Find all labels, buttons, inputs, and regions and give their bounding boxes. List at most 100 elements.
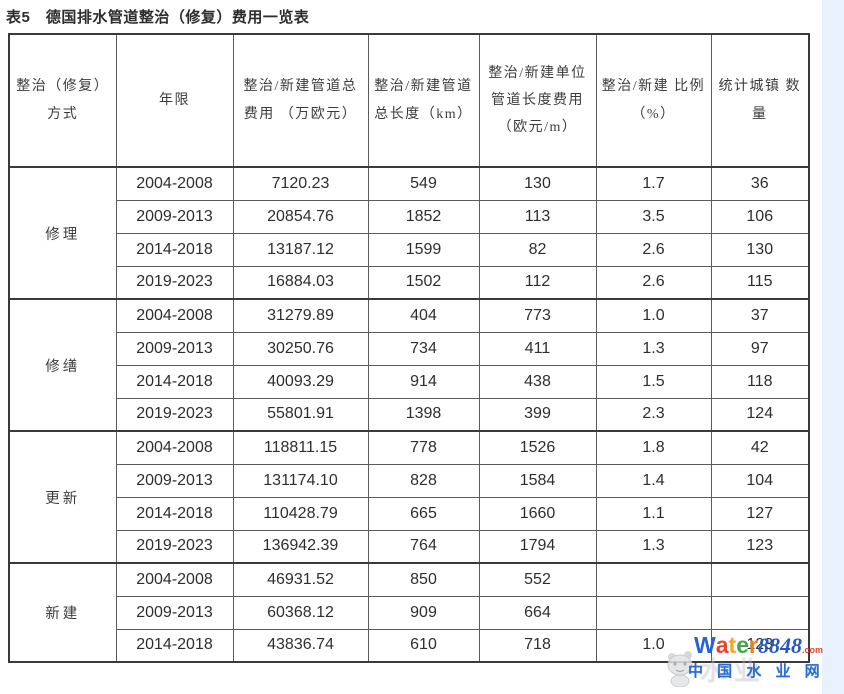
cell: 82 (478, 232, 597, 267)
cell: 764 (367, 529, 480, 564)
cell: 40093.29 (232, 364, 369, 399)
table-row: 2014-2018 13187.12 1599 82 2.6 130 (9, 232, 810, 267)
page-edge-strip (822, 0, 844, 694)
table-row: 2014-2018 43836.74 610 718 1.0 123 (9, 628, 810, 663)
cell: 411 (478, 331, 597, 366)
cell: 399 (478, 397, 597, 432)
cell: 118 (710, 364, 810, 399)
cell: 60368.12 (232, 595, 369, 630)
cell: 7120.23 (232, 166, 369, 201)
cell: 123 (710, 529, 810, 564)
cell (710, 562, 810, 597)
cell: 112 (478, 265, 597, 300)
cell: 1502 (367, 265, 480, 300)
cell: 2.6 (595, 265, 712, 300)
cell: 106 (710, 199, 810, 234)
cell: 2.6 (595, 232, 712, 267)
table-row: 2019-2023 136942.39 764 1794 1.3 123 (9, 529, 810, 564)
cell: 1599 (367, 232, 480, 267)
cell: 2004-2008 (115, 298, 234, 333)
cell: 55801.91 (232, 397, 369, 432)
cell: 773 (478, 298, 597, 333)
cell: 30250.76 (232, 331, 369, 366)
table-row: 2009-2013 131174.10 828 1584 1.4 104 (9, 463, 810, 498)
cell: 718 (478, 628, 597, 663)
cell: 2.3 (595, 397, 712, 432)
header-towns: 统计城镇 数量 (710, 33, 810, 168)
cell: 1398 (367, 397, 480, 432)
cell: 549 (367, 166, 480, 201)
cell: 1794 (478, 529, 597, 564)
cell: 1.1 (595, 496, 712, 531)
cell: 37 (710, 298, 810, 333)
table-row: 2009-2013 20854.76 1852 113 3.5 106 (9, 199, 810, 234)
cell: 2019-2023 (115, 529, 234, 564)
header-total-length: 整治/新建管道总长度（km） (367, 33, 480, 168)
cell: 1.0 (595, 628, 712, 663)
table-row: 2009-2013 60368.12 909 664 (9, 595, 810, 630)
cell: 2009-2013 (115, 595, 234, 630)
cell: 610 (367, 628, 480, 663)
cell: 115 (710, 265, 810, 300)
cell: 2004-2008 (115, 562, 234, 597)
method-cell: 修缮 (8, 298, 117, 432)
cell: 1.3 (595, 529, 712, 564)
table-row: 2009-2013 30250.76 734 411 1.3 97 (9, 331, 810, 366)
cell: 3.5 (595, 199, 712, 234)
cell: 552 (478, 562, 597, 597)
cell: 130 (710, 232, 810, 267)
cell: 1.8 (595, 430, 712, 465)
cell: 1.5 (595, 364, 712, 399)
cell: 2014-2018 (115, 496, 234, 531)
table-row: 2019-2023 55801.91 1398 399 2.3 124 (9, 397, 810, 432)
cell: 734 (367, 331, 480, 366)
cell: 130 (478, 166, 597, 201)
cell: 31279.89 (232, 298, 369, 333)
cell: 1.3 (595, 331, 712, 366)
cell: 1.7 (595, 166, 712, 201)
table-row: 更新 2004-2008 118811.15 778 1526 1.8 42 (8, 430, 810, 564)
method-cell: 修理 (8, 166, 117, 300)
cell: 127 (710, 496, 810, 531)
table-row: 修缮 2004-2008 31279.89 404 773 1.0 37 (8, 298, 810, 432)
cell: 16884.03 (232, 265, 369, 300)
table-row: 2014-2018 110428.79 665 1660 1.1 127 (9, 496, 810, 531)
cell: 1.0 (595, 298, 712, 333)
cell (710, 595, 810, 630)
cell: 404 (367, 298, 480, 333)
cell: 1526 (478, 430, 597, 465)
cell: 118811.15 (232, 430, 369, 465)
table-row: 修理 2004-2008 7120.23 549 130 1.7 36 (8, 166, 810, 300)
cell: 43836.74 (232, 628, 369, 663)
cell: 136942.39 (232, 529, 369, 564)
cell: 2009-2013 (115, 199, 234, 234)
cell: 110428.79 (232, 496, 369, 531)
cell: 97 (710, 331, 810, 366)
cell: 2019-2023 (115, 397, 234, 432)
cell: 664 (478, 595, 597, 630)
cell: 2009-2013 (115, 331, 234, 366)
cell: 13187.12 (232, 232, 369, 267)
cell: 1852 (367, 199, 480, 234)
cell: 2019-2023 (115, 265, 234, 300)
header-row: 整治（修复）方式 年限 整治/新建管道总费用 （万欧元） 整治/新建管道总长度（… (8, 33, 810, 168)
cell: 123 (710, 628, 810, 663)
cell: 2004-2008 (115, 166, 234, 201)
cell: 1584 (478, 463, 597, 498)
header-unit-cost: 整治/新建单位管道长度费用（欧元/m） (478, 33, 597, 168)
cell: 104 (710, 463, 810, 498)
watermark-site-name: 中 国 水 业 网 (688, 663, 825, 680)
cell: 124 (710, 397, 810, 432)
cell: 2014-2018 (115, 232, 234, 267)
cell: 20854.76 (232, 199, 369, 234)
cell: 828 (367, 463, 480, 498)
table-row: 2019-2023 16884.03 1502 112 2.6 115 (9, 265, 810, 300)
cell: 909 (367, 595, 480, 630)
cost-table: 整治（修复）方式 年限 整治/新建管道总费用 （万欧元） 整治/新建管道总长度（… (8, 33, 810, 663)
cell: 778 (367, 430, 480, 465)
header-total-cost: 整治/新建管道总费用 （万欧元） (232, 33, 369, 168)
cell: 2014-2018 (115, 628, 234, 663)
cell: 914 (367, 364, 480, 399)
cell: 131174.10 (232, 463, 369, 498)
cell: 850 (367, 562, 480, 597)
